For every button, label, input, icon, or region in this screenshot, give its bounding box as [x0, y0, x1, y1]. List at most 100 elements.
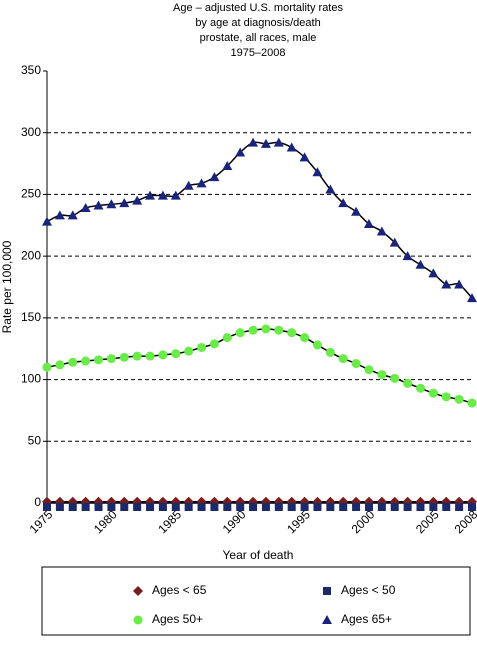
- marker: [325, 184, 336, 194]
- marker: [171, 349, 181, 359]
- marker: [197, 503, 206, 511]
- marker: [273, 137, 284, 147]
- marker: [261, 324, 271, 334]
- marker: [429, 503, 438, 511]
- marker: [467, 398, 477, 408]
- marker: [351, 206, 362, 216]
- x-axis-label: Year of death: [223, 548, 294, 562]
- marker: [363, 219, 374, 229]
- marker: [157, 190, 168, 200]
- chart-title: Age – adjusted U.S. mortality rates: [173, 2, 343, 14]
- marker: [132, 351, 142, 361]
- marker: [416, 503, 425, 511]
- marker: [81, 356, 91, 366]
- marker: [94, 355, 104, 365]
- x-tick-label: 1980: [91, 507, 120, 536]
- marker: [442, 503, 451, 511]
- marker: [68, 503, 77, 511]
- chart-title: prostate, all races, male: [200, 32, 317, 44]
- marker: [235, 328, 245, 338]
- marker: [300, 333, 310, 343]
- x-tick-label: 2008: [452, 507, 477, 536]
- marker: [106, 199, 117, 209]
- marker: [158, 350, 168, 360]
- marker: [81, 503, 90, 511]
- marker: [467, 293, 477, 303]
- marker: [300, 503, 309, 511]
- marker: [455, 503, 464, 511]
- marker: [42, 362, 52, 372]
- marker: [352, 503, 361, 511]
- legend-label: Ages < 65: [152, 583, 207, 597]
- marker: [326, 503, 335, 511]
- x-tick-label: 1985: [155, 507, 184, 536]
- marker: [286, 142, 297, 152]
- marker: [68, 357, 78, 367]
- marker: [223, 503, 232, 511]
- marker: [183, 180, 194, 190]
- marker: [133, 503, 142, 511]
- marker: [415, 383, 425, 393]
- marker: [260, 138, 271, 148]
- marker: [261, 503, 270, 511]
- marker: [55, 360, 65, 370]
- marker: [146, 503, 155, 511]
- marker: [119, 198, 130, 208]
- marker: [197, 342, 207, 352]
- marker: [377, 503, 386, 511]
- marker: [287, 328, 297, 338]
- x-tick-label: 2000: [349, 507, 378, 536]
- marker: [454, 279, 465, 289]
- marker: [209, 339, 219, 349]
- marker: [222, 333, 232, 343]
- marker: [364, 503, 373, 511]
- marker: [428, 388, 438, 398]
- marker: [325, 347, 335, 357]
- marker: [132, 195, 143, 205]
- marker: [248, 325, 258, 335]
- marker: [120, 503, 129, 511]
- marker: [42, 216, 52, 226]
- marker: [184, 503, 193, 511]
- marker: [196, 178, 207, 188]
- marker: [338, 354, 348, 364]
- marker: [209, 172, 220, 182]
- marker: [170, 190, 181, 200]
- y-tick-label: 250: [21, 187, 41, 201]
- marker: [312, 167, 323, 177]
- marker: [376, 226, 387, 236]
- marker: [402, 251, 413, 261]
- marker: [54, 210, 65, 220]
- marker: [94, 503, 103, 511]
- marker: [107, 503, 116, 511]
- marker: [415, 259, 426, 269]
- marker: [390, 503, 399, 511]
- trend-line: [46, 328, 473, 404]
- marker: [222, 161, 233, 171]
- legend-marker: [133, 586, 143, 596]
- marker: [235, 147, 246, 157]
- trend-line: [46, 141, 473, 299]
- marker: [145, 190, 156, 200]
- marker: [249, 503, 258, 511]
- legend-marker: [323, 587, 331, 595]
- marker: [274, 503, 283, 511]
- marker: [158, 503, 167, 511]
- x-tick-label: 1975: [27, 507, 56, 536]
- marker: [274, 325, 284, 335]
- marker: [454, 394, 464, 404]
- marker: [390, 373, 400, 383]
- y-tick-label: 50: [28, 433, 42, 447]
- legend-box: [41, 566, 471, 636]
- marker: [389, 237, 400, 247]
- marker: [119, 352, 129, 362]
- y-tick-label: 100: [21, 372, 41, 386]
- marker: [287, 503, 296, 511]
- marker: [93, 200, 104, 210]
- marker: [210, 503, 219, 511]
- chart-title: by age at diagnosis/death: [195, 17, 320, 29]
- marker: [312, 340, 322, 350]
- marker: [67, 210, 78, 220]
